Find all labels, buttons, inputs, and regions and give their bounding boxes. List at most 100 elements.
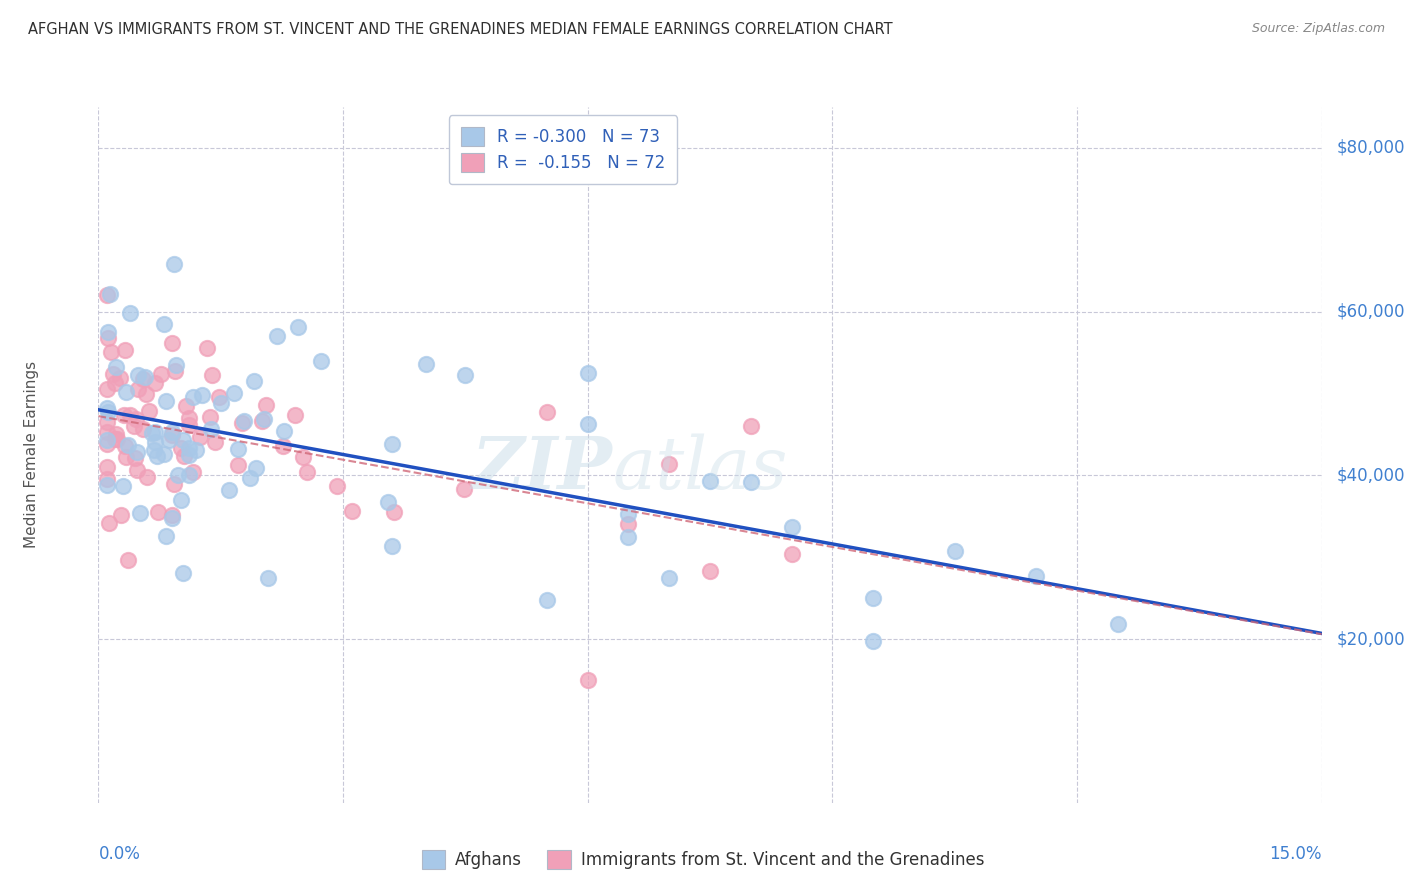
Point — [201, 368, 224, 382]
Point — [114, 343, 136, 358]
Point — [177, 441, 200, 455]
Point — [143, 425, 166, 439]
Point — [125, 444, 148, 458]
Point — [163, 476, 186, 491]
Point — [273, 424, 295, 438]
Point — [97, 325, 120, 339]
Point — [257, 571, 280, 585]
Point — [617, 507, 640, 521]
Point — [132, 422, 155, 436]
Point — [340, 504, 363, 518]
Point — [191, 388, 214, 402]
Point — [155, 393, 177, 408]
Point — [165, 364, 187, 378]
Point — [162, 336, 184, 351]
Point — [160, 427, 183, 442]
Point — [96, 425, 118, 439]
Point — [96, 288, 118, 302]
Point — [617, 530, 640, 544]
Point — [266, 329, 288, 343]
Point — [740, 419, 762, 434]
Point — [184, 443, 207, 458]
Point — [173, 449, 195, 463]
Point — [233, 414, 256, 428]
Point — [96, 459, 118, 474]
Point — [179, 417, 201, 432]
Point — [135, 387, 157, 401]
Point — [195, 342, 218, 356]
Point — [149, 368, 172, 382]
Text: Median Female Earnings: Median Female Earnings — [24, 361, 38, 549]
Point — [101, 367, 124, 381]
Point — [117, 438, 139, 452]
Point — [141, 425, 163, 440]
Text: $80,000: $80,000 — [1336, 139, 1405, 157]
Point — [179, 448, 201, 462]
Point — [138, 403, 160, 417]
Text: $40,000: $40,000 — [1336, 467, 1405, 484]
Point — [145, 435, 167, 450]
Point — [198, 409, 221, 424]
Text: AFGHAN VS IMMIGRANTS FROM ST. VINCENT AND THE GRENADINES MEDIAN FEMALE EARNINGS : AFGHAN VS IMMIGRANTS FROM ST. VINCENT AN… — [28, 22, 893, 37]
Point — [377, 495, 399, 509]
Point — [309, 353, 332, 368]
Point — [127, 462, 149, 476]
Point — [381, 436, 404, 450]
Point — [117, 553, 139, 567]
Text: 15.0%: 15.0% — [1270, 845, 1322, 863]
Point — [181, 465, 204, 479]
Legend: Afghans, Immigrants from St. Vincent and the Grenadines: Afghans, Immigrants from St. Vincent and… — [412, 840, 994, 880]
Point — [155, 529, 177, 543]
Point — [160, 425, 183, 439]
Point — [218, 483, 240, 497]
Point — [112, 408, 135, 422]
Point — [124, 450, 146, 465]
Point — [134, 369, 156, 384]
Point — [96, 382, 118, 396]
Text: $60,000: $60,000 — [1336, 302, 1405, 321]
Point — [384, 505, 406, 519]
Point — [143, 376, 166, 391]
Point — [617, 517, 640, 532]
Point — [136, 470, 159, 484]
Legend: R = -0.300   N = 73, R =  -0.155   N = 72: R = -0.300 N = 73, R = -0.155 N = 72 — [449, 115, 678, 184]
Point — [576, 417, 599, 431]
Point — [131, 372, 153, 386]
Point — [295, 465, 318, 479]
Point — [454, 368, 477, 382]
Point — [226, 458, 249, 472]
Point — [699, 474, 721, 488]
Point — [287, 319, 309, 334]
Point — [104, 359, 127, 374]
Point — [104, 432, 127, 446]
Point — [111, 479, 134, 493]
Point — [174, 399, 197, 413]
Point — [222, 386, 245, 401]
Point — [658, 457, 681, 471]
Point — [177, 468, 200, 483]
Point — [170, 493, 193, 508]
Point — [114, 439, 136, 453]
Point — [576, 673, 599, 687]
Point — [576, 366, 599, 380]
Point — [658, 571, 681, 585]
Point — [104, 376, 127, 390]
Point — [153, 317, 176, 331]
Point — [699, 565, 721, 579]
Point — [740, 475, 762, 490]
Point — [231, 416, 253, 430]
Point — [122, 419, 145, 434]
Point — [146, 450, 169, 464]
Point — [98, 286, 121, 301]
Point — [862, 591, 884, 605]
Point — [115, 385, 138, 400]
Point — [780, 520, 803, 534]
Point — [170, 441, 193, 455]
Point — [943, 543, 966, 558]
Point — [239, 470, 262, 484]
Point — [1107, 616, 1129, 631]
Point — [152, 447, 174, 461]
Point — [536, 405, 558, 419]
Text: $20,000: $20,000 — [1336, 630, 1405, 648]
Text: atlas: atlas — [612, 434, 787, 504]
